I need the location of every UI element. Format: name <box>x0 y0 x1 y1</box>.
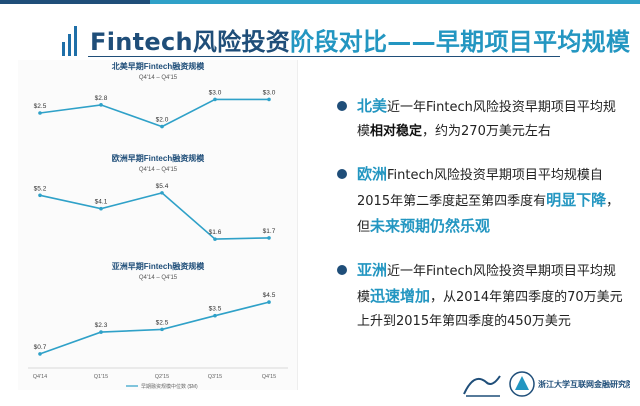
top-accent-bar-light <box>150 0 640 4</box>
bullet-dot-icon <box>337 169 347 179</box>
data-label: $1.7 <box>263 228 276 235</box>
bullet-dot-icon <box>337 265 347 275</box>
chart-title: 亚洲早期Fintech融资规模 <box>112 261 205 271</box>
bullet-text: ，但 <box>357 194 620 235</box>
bullet-north-america: 北美近一年Fintech风险投资早期项目平均规模相对稳定，约为270万美元左右 <box>335 94 625 144</box>
bullet-europe: 欧洲Fintech风险投资早期项目平均规模自2015年第二季度起至第四季度有明显… <box>335 162 625 240</box>
chart-line <box>39 192 270 240</box>
data-label: $2.8 <box>95 95 108 102</box>
data-label: $2.5 <box>34 103 47 110</box>
data-label: $1.6 <box>209 229 222 236</box>
chart-title: 北美早期Fintech融资规模 <box>112 61 205 71</box>
chart-point <box>38 193 42 198</box>
bullet-region: 北美 <box>357 97 388 115</box>
footer-logos: 浙江大学互联网金融研究院 <box>460 368 634 400</box>
chart-point <box>267 97 271 102</box>
bullet-highlight: 迅速增加 <box>370 287 431 305</box>
data-label: $3.0 <box>263 89 276 96</box>
data-label: $5.2 <box>34 185 47 192</box>
chart-point <box>160 124 164 129</box>
chart-point <box>99 206 103 211</box>
bullet-list: 北美近一年Fintech风险投资早期项目平均规模相对稳定，约为270万美元左右 … <box>335 94 625 334</box>
bullet-emphasis: 相对稳定 <box>370 124 423 139</box>
institute-logo-icon <box>509 371 535 397</box>
x-tick-label: Q2'15 <box>155 374 170 380</box>
chart-point <box>267 300 271 304</box>
charts-svg: 北美早期Fintech融资规模 Q4'14 – Q4'15 $2.5 $2.8 $2.0… <box>28 61 288 390</box>
bullet-emphasis: 未来预期仍然乐观 <box>370 217 491 235</box>
bullet-text: ，从2014年第四季度的70万美元上升到2015年第四季度的450万美元 <box>357 290 623 329</box>
chart-point <box>213 97 217 102</box>
data-label: $4.5 <box>263 292 276 299</box>
data-label: $5.4 <box>156 183 169 190</box>
data-label: $2.3 <box>95 322 108 329</box>
institute-name: 浙江大学互联网金融研究院 <box>538 379 630 389</box>
data-label: $2.5 <box>156 319 169 326</box>
bullet-text: ，约为270万美元左右 <box>422 124 551 139</box>
chart-subtitle: Q4'14 – Q4'15 <box>139 167 178 173</box>
data-label: $0.7 <box>34 344 47 351</box>
bullet-text: 近一年Fintech风险投资早期项目平均规模 <box>357 264 616 305</box>
bullet-text: 近一年Fintech风险投资早期项目平均规模 <box>357 100 616 139</box>
x-tick-label: Q4'14 <box>33 374 48 380</box>
legend-label: 早期融资规模中位数 ($M) <box>141 383 198 390</box>
title-underline <box>88 56 560 57</box>
title-part-2: 阶段对比——早期项目平均规模 <box>290 28 631 56</box>
logos-svg: 浙江大学互联网金融研究院 <box>463 371 634 397</box>
data-label: $4.1 <box>95 199 108 206</box>
chart-point <box>160 191 164 195</box>
bullet-dot-icon <box>337 101 347 111</box>
chart-point <box>38 111 42 115</box>
university-logo-icon <box>463 375 501 397</box>
chart-point <box>38 352 42 356</box>
x-tick-label: Q1'15 <box>94 374 109 380</box>
top-accent-bar-dark <box>0 0 150 4</box>
chart-title: 欧洲早期Fintech融资规模 <box>112 153 205 163</box>
x-tick-label: Q4'15 <box>262 374 277 380</box>
bullet-highlight: 明显下降 <box>546 191 607 209</box>
chart-point <box>99 330 103 334</box>
chart-subtitle: Q4'14 – Q4'15 <box>139 75 178 81</box>
data-label: $3.5 <box>209 306 222 313</box>
title-bars-icon <box>62 26 82 56</box>
chart-point <box>99 103 103 107</box>
title-part-1: Fintech风险投资 <box>90 28 291 56</box>
data-label: $3.0 <box>209 89 222 96</box>
chart-line <box>39 98 269 128</box>
chart-point <box>267 236 271 240</box>
bullet-region: 欧洲 <box>357 165 388 183</box>
bullet-asia: 亚洲近一年Fintech风险投资早期项目平均规模迅速增加，从2014年第四季度的… <box>335 258 625 334</box>
chart-point <box>160 327 164 332</box>
slide-title: Fintech风险投资阶段对比——早期项目平均规模 <box>90 22 630 57</box>
x-tick-label: Q3'15 <box>208 374 223 380</box>
chart-line <box>39 301 270 355</box>
chart-subtitle: Q4'14 – Q4'15 <box>139 275 178 281</box>
bullet-text: Fintech风险投资早期项目平均规模自2015年第二季度起至第四季度有 <box>357 168 603 209</box>
chart-point <box>213 313 217 318</box>
bullet-region: 亚洲 <box>357 261 388 279</box>
data-label: $2.0 <box>156 117 169 124</box>
chart-point <box>213 237 217 241</box>
charts-panel: 北美早期Fintech融资规模 Q4'14 – Q4'15 $2.5 $2.8 $2.0… <box>18 60 298 390</box>
